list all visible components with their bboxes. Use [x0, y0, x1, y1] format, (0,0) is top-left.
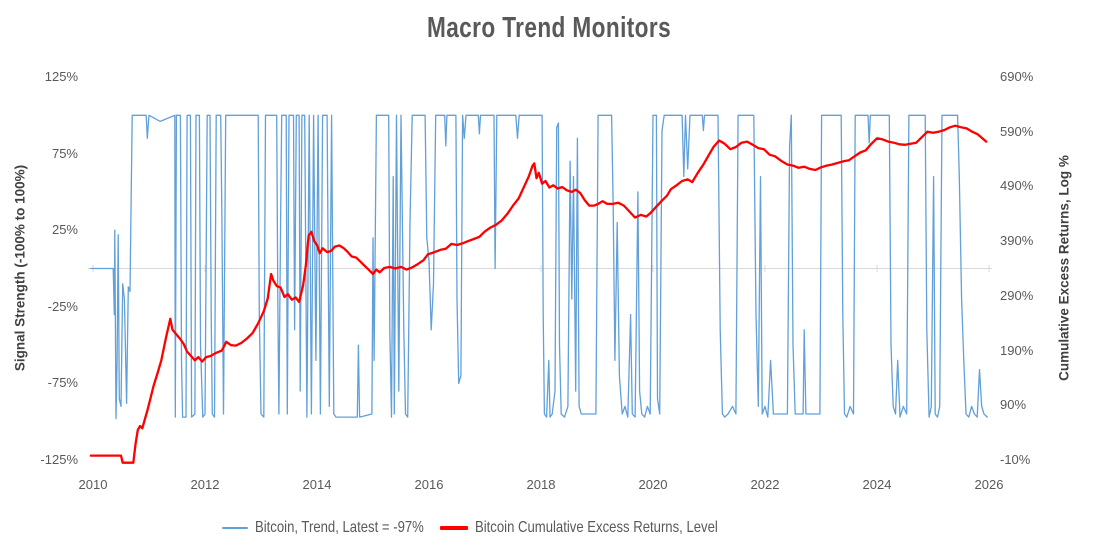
trend-line-series — [90, 114, 988, 420]
y-axis-title-right: Cumulative Excess Returns, Log % — [1056, 155, 1072, 381]
legend-item-trend: Bitcoin, Trend, Latest = -97% — [222, 519, 461, 536]
y-left-tick-label: -25% — [47, 298, 78, 314]
y-right-tick-label: 690% — [1000, 69, 1034, 84]
chart-title: Macro Trend Monitors — [426, 12, 672, 44]
y-left-tick-label: 25% — [51, 222, 78, 238]
chart-legend: Bitcoin, Trend, Latest = -97% Bitcoin Cu… — [0, 0, 1098, 536]
trend-line-swatch — [222, 526, 248, 530]
y-right-tick-label: -10% — [1000, 452, 1031, 467]
x-axis-tick-label: 2026 — [974, 477, 1004, 492]
y-right-tick-label: 390% — [1000, 233, 1034, 249]
x-axis-tick-label: 2012 — [190, 477, 220, 492]
x-axis-tick-label: 2014 — [302, 477, 332, 492]
y-right-tick-label: 590% — [1000, 123, 1034, 139]
x-axis-tick-label: 2022 — [750, 477, 780, 492]
y-left-tick-label: -125% — [40, 452, 78, 467]
x-axis-tick-label: 2010 — [78, 477, 108, 492]
x-axis-tick-label: 2016 — [414, 477, 444, 492]
zero-gridline-layer — [88, 265, 992, 272]
x-axis-tick-label: 2018 — [526, 477, 556, 492]
y-axis-title-left: Signal Strength (-100% to 100%) — [12, 164, 28, 372]
y-right-tick-label: 490% — [1000, 178, 1034, 194]
x-axis-tick-label: 2020 — [638, 477, 668, 492]
legend-label-returns: Bitcoin Cumulative Excess Returns, Level — [475, 519, 718, 536]
series-layer — [89, 114, 988, 464]
y-left-tick-label: 125% — [44, 69, 78, 84]
legend-label-trend: Bitcoin, Trend, Latest = -97% — [255, 519, 424, 536]
y-right-tick-label: 290% — [1000, 287, 1034, 303]
y-left-tick-label: 75% — [51, 145, 78, 161]
y-right-tick-label: 190% — [1000, 342, 1034, 358]
x-axis-tick-label: 2024 — [862, 477, 892, 492]
y-right-tick-label: 90% — [1000, 397, 1027, 413]
y-left-tick-label: -75% — [47, 375, 78, 391]
returns-line-swatch — [440, 526, 468, 530]
legend-item-returns: Bitcoin Cumulative Excess Returns, Level — [440, 519, 771, 536]
returns-line-series — [89, 124, 988, 464]
